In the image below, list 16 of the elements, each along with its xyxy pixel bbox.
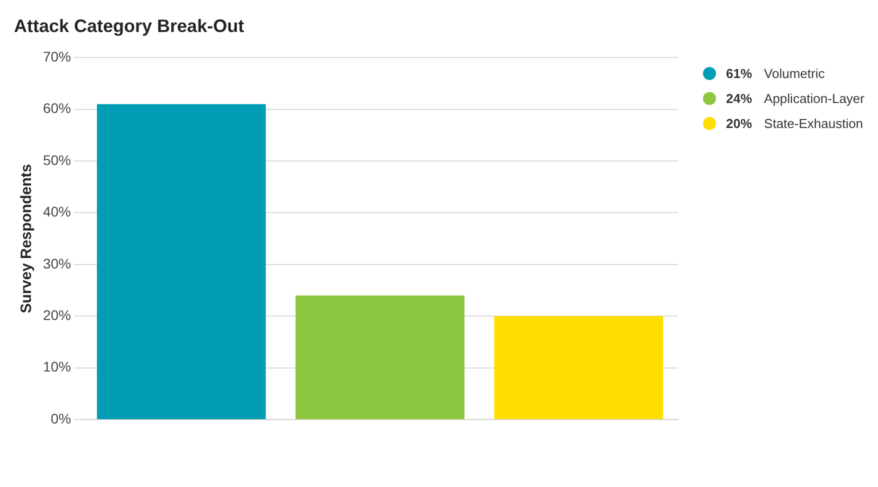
y-tick-label: 20%: [42, 307, 72, 324]
y-axis-title: Survey Respondents: [18, 164, 36, 314]
y-tick-label: 60%: [42, 100, 72, 116]
chart-title: Attack Category Break-Out: [14, 16, 244, 36]
text: 20%: [726, 116, 752, 131]
y-tick-label: 10%: [42, 358, 72, 375]
text: State-Exhaustion: [764, 116, 864, 131]
text: Volumetric: [764, 66, 825, 81]
text: Application-Layer: [764, 91, 864, 106]
y-tick-label: 0%: [50, 410, 72, 426]
text: 61%: [726, 66, 752, 81]
y-tick-label: 50%: [42, 152, 72, 168]
text: 24%: [726, 91, 752, 106]
y-tick-label: 30%: [42, 255, 72, 272]
y-tick-label: 70%: [42, 48, 72, 64]
y-tick-label: 40%: [42, 204, 72, 220]
